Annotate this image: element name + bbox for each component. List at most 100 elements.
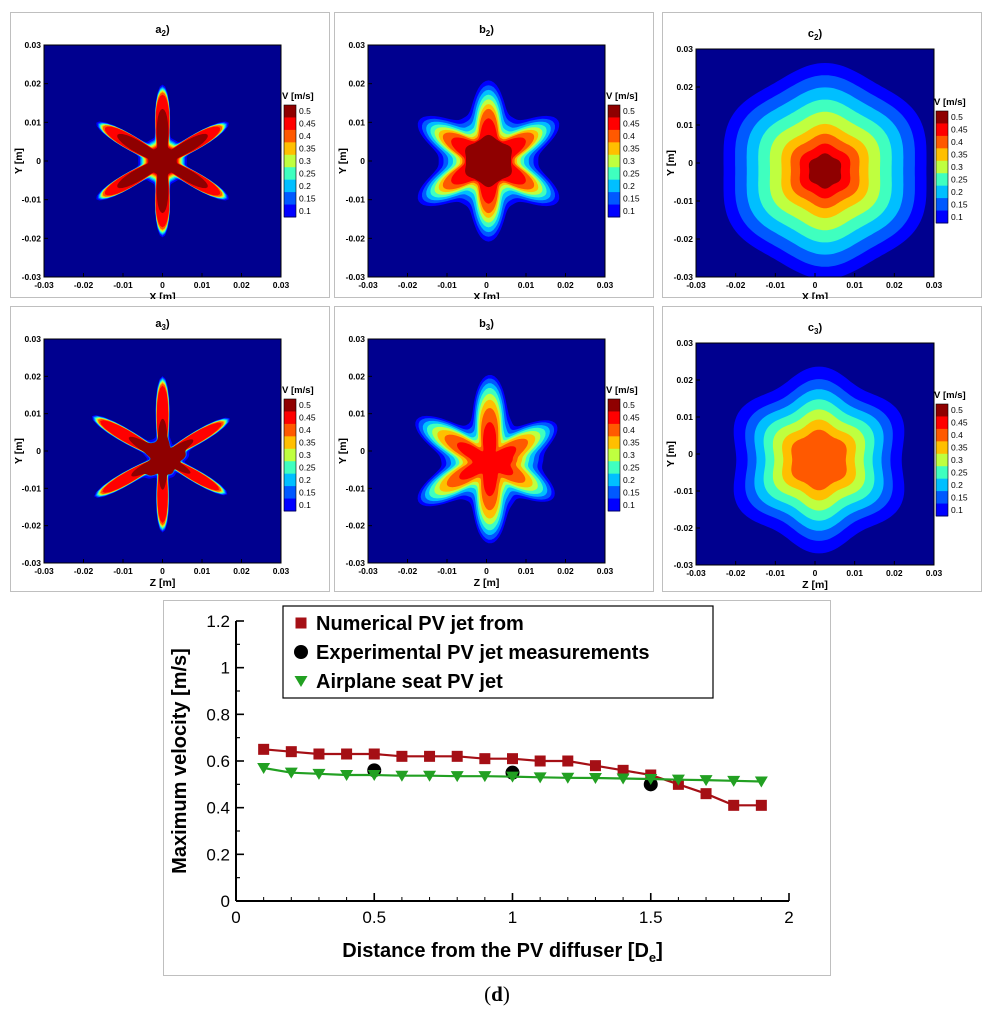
contour-level-8	[128, 418, 194, 490]
data-point	[424, 750, 436, 762]
colorbar-tick-label: 0.35	[623, 144, 640, 154]
data-point	[534, 755, 546, 767]
data-point	[285, 746, 297, 758]
colorbar-tick-label: 0.15	[951, 492, 968, 502]
y-tick-label: -0.02	[674, 234, 694, 244]
y-tick-label: 0.03	[348, 334, 365, 344]
colorbar-tick-label: 0.1	[299, 206, 311, 216]
colorbar-tick-label: 0.25	[623, 462, 640, 472]
colorbar-tick-label: 0.35	[951, 150, 968, 160]
colorbar-tick-label: 0.5	[299, 106, 311, 116]
colorbar-tick-label: 0.2	[299, 181, 311, 191]
y-tick-label: 0.01	[24, 117, 41, 127]
data-point	[588, 773, 602, 785]
colorbar-swatch	[936, 453, 948, 467]
data-point	[450, 771, 464, 783]
x-tick-label: -0.01	[113, 566, 133, 576]
colorbar-tick-label: 0.5	[951, 112, 963, 122]
colorbar-tick-label: 0.45	[299, 413, 316, 423]
x-axis-label: X [m]	[473, 291, 499, 299]
data-point	[284, 767, 298, 779]
contour-svg-a3: -0.03-0.03 -0.02 -0.02 -0.01 -0.01 0 0 0.01 0.01…	[13, 318, 316, 589]
y-tick-label: -0.02	[674, 523, 694, 533]
y-tick-label: -0.02	[22, 233, 42, 243]
x-tick-label: 0.02	[557, 280, 574, 290]
colorbar-title: V [m/s]	[606, 385, 638, 396]
data-point	[616, 773, 630, 785]
data-point	[754, 776, 768, 788]
y-axis-label: Y [m]	[665, 441, 677, 467]
colorbar-swatch	[936, 428, 948, 442]
x-tick-label: -0.03	[34, 280, 54, 290]
x-tick-label: 0	[484, 566, 489, 576]
colorbar-swatch	[936, 466, 948, 480]
data-point	[755, 799, 767, 811]
line-chart-svg: 0 0.2 0.4 0.6 0.8 1 1.2 0 0.5 1 1.5 2 Distance from …	[169, 605, 794, 965]
y-tick-label: -0.03	[346, 558, 366, 568]
data-point	[367, 770, 381, 781]
data-point	[589, 760, 601, 772]
y-tick-label: -0.03	[674, 272, 694, 282]
data-point	[671, 774, 685, 786]
x-tick-label: -0.03	[34, 566, 54, 576]
data-point	[396, 750, 408, 762]
y-axis-label: Maximum velocity [m/s]	[169, 648, 191, 874]
legend-marker	[294, 645, 308, 659]
colorbar-swatch	[608, 486, 620, 500]
colorbar-tick-label: 0.3	[623, 450, 635, 460]
colorbar-tick-label: 0.1	[299, 500, 311, 510]
contour-field	[723, 63, 927, 277]
x-tick-label: -0.03	[686, 280, 706, 290]
contour-field	[91, 376, 230, 533]
colorbar-swatch	[936, 503, 948, 517]
contour-panel-c3: -0.03 -0.03 -0.02 -0.02 -0.01 -0.01 0 0 0.01 0.01…	[662, 306, 982, 592]
data-point	[340, 770, 354, 781]
data-point	[257, 763, 271, 774]
colorbar-swatch	[284, 411, 296, 425]
x-tick-label: 0.01	[846, 280, 863, 290]
colorbar-swatch	[936, 416, 948, 430]
x-tick-label: 0.5	[362, 908, 386, 927]
y-tick-label: -0.03	[22, 558, 42, 568]
colorbar-swatch	[608, 423, 620, 437]
x-tick-label: 0	[160, 280, 165, 290]
colorbar-tick-label: 0.3	[951, 162, 963, 172]
y-tick-label: -0.03	[22, 272, 42, 282]
contour-svg-c2: -0.03-0.03 -0.02 -0.02 -0.01 -0.01 0 0 0.01 0.01…	[665, 28, 968, 299]
x-tick-label: -0.01	[766, 280, 786, 290]
colorbar-tick-label: 0.25	[951, 174, 968, 184]
colorbar-tick-label: 0.2	[299, 475, 311, 485]
legend-label: Numerical PV jet from	[316, 613, 524, 635]
y-tick-label: -0.01	[22, 483, 42, 493]
colorbar-swatch	[608, 192, 620, 206]
colorbar-tick-label: 0.2	[951, 480, 963, 490]
contour-level-8	[117, 108, 208, 214]
colorbar-swatch	[608, 105, 620, 118]
colorbar-swatch	[608, 129, 620, 143]
colorbar-swatch	[608, 461, 620, 475]
y-tick-label: -0.02	[346, 233, 366, 243]
y-tick-label: 0	[360, 156, 365, 166]
colorbar-tick-label: 0.3	[299, 450, 311, 460]
x-tick-label: 0.02	[886, 280, 903, 290]
colorbar-tick-label: 0.25	[299, 168, 316, 178]
contour-level-8	[808, 153, 842, 189]
data-point	[507, 753, 518, 765]
x-tick-label: 0	[484, 280, 489, 290]
data-point	[533, 772, 547, 784]
data-point	[312, 768, 326, 780]
panel-title: a3)	[155, 318, 170, 332]
colorbar-tick-label: 0.4	[623, 131, 635, 141]
contour-field	[96, 84, 229, 238]
colorbar-swatch	[936, 404, 948, 417]
chart-legend: Numerical PV jet from Experimental PV jet…	[282, 605, 714, 699]
contour-level-8	[465, 134, 512, 188]
colorbar-swatch	[284, 473, 296, 487]
data-point	[506, 771, 519, 783]
colorbar-swatch	[936, 173, 948, 187]
colorbar-tick-label: 0.5	[299, 400, 311, 410]
y-tick-label: 0.03	[676, 44, 693, 54]
colorbar-tick-label: 0.15	[951, 199, 968, 209]
contour-svg-b2: -0.03-0.03 -0.02 -0.02 -0.01 -0.01 0 0 0.01 0.01…	[337, 24, 640, 299]
x-tick-label: 1	[508, 908, 517, 927]
